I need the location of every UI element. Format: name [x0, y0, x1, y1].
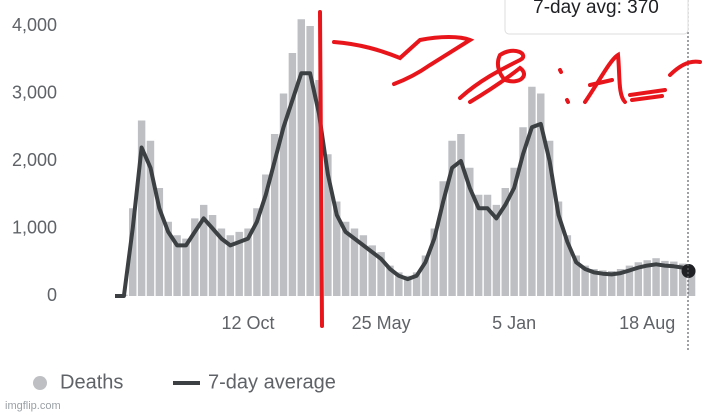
bar [306, 26, 314, 296]
bar [616, 269, 625, 296]
bar [359, 235, 368, 296]
average-line [115, 71, 693, 298]
bar [519, 127, 527, 296]
bar [173, 235, 181, 296]
bar [146, 140, 155, 296]
bar [581, 265, 589, 296]
tooltip-box [504, 0, 689, 35]
legend: Deaths 7-day average [33, 371, 336, 393]
bar [572, 255, 580, 296]
x-tick-label: 18 Aug [619, 313, 675, 333]
bar [607, 271, 616, 296]
y-tick-label: 2,000 [12, 150, 57, 170]
bar [137, 120, 146, 296]
bar [395, 272, 403, 296]
bar [368, 245, 376, 296]
y-tick-label: 3,000 [12, 82, 57, 102]
bar [288, 53, 297, 296]
last-point [681, 264, 696, 279]
bar [199, 204, 208, 296]
bar [262, 174, 270, 296]
bar [270, 134, 279, 296]
bar [599, 270, 607, 296]
bar [528, 86, 536, 296]
bar [341, 221, 350, 296]
plot-area: 0 1,000 2,000 3,000 4,000 12 Oct 25 May 5 Jan 18… [12, 15, 696, 333]
bar [554, 201, 563, 296]
bar [563, 235, 572, 296]
bar [164, 221, 172, 296]
bar [315, 80, 323, 296]
tooltip: 7-day avg: 370 [504, 0, 689, 35]
legend-marker [33, 376, 47, 390]
watermark: imgflip.com [5, 400, 61, 412]
bar [350, 228, 359, 296]
bar [474, 194, 483, 296]
bar [678, 263, 687, 296]
bar [670, 261, 678, 296]
bar [483, 194, 492, 296]
tooltip-text: 7-day avg: 370 [533, 0, 659, 18]
bar [625, 265, 634, 296]
x-tick-label: 12 Oct [222, 313, 275, 333]
y-tick-label: 4,000 [12, 15, 57, 35]
bar [634, 262, 643, 296]
bar [652, 258, 660, 296]
x-tick-label: 25 May [352, 313, 411, 333]
bar [386, 265, 394, 296]
bar [439, 181, 447, 296]
legend-label: 7-day average [208, 371, 336, 393]
bar [208, 215, 217, 296]
legend-label: Deaths [60, 371, 123, 393]
bar [687, 269, 696, 296]
bar [191, 218, 199, 296]
bar [457, 134, 465, 296]
bar [510, 167, 518, 296]
bar [297, 19, 305, 296]
bar [377, 252, 385, 296]
red-scribble [318, 10, 702, 328]
bar [253, 208, 261, 296]
bar [643, 260, 651, 296]
bar [661, 260, 669, 296]
bar [492, 204, 501, 296]
bar [412, 272, 421, 296]
bar [466, 167, 474, 296]
bar [333, 201, 341, 296]
bar [537, 93, 545, 296]
bar [155, 188, 164, 296]
y-tick-label: 0 [47, 285, 57, 305]
bar [421, 255, 430, 296]
bar [590, 269, 598, 296]
bar [430, 228, 439, 296]
x-tick-label: 5 Jan [492, 313, 536, 333]
y-tick-label: 1,000 [12, 217, 57, 237]
bar [279, 93, 288, 296]
bar [448, 140, 456, 296]
bar [235, 231, 243, 296]
bar [129, 208, 137, 296]
bar [244, 228, 252, 296]
bar [403, 275, 412, 296]
bar [226, 235, 235, 296]
bar [545, 140, 554, 296]
bar [324, 154, 332, 296]
bar [217, 228, 226, 296]
bar [182, 238, 190, 296]
bar [501, 188, 510, 296]
